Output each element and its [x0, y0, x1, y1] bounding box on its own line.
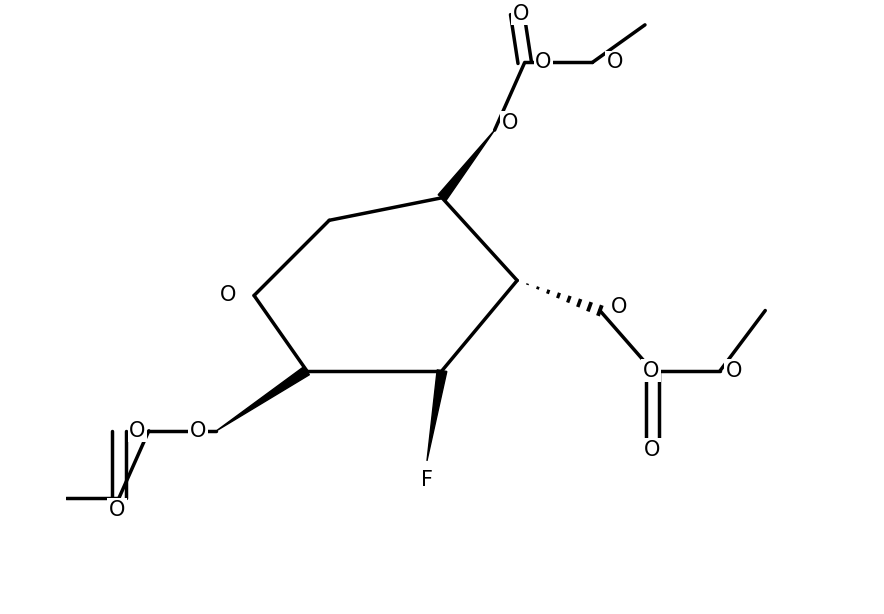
Polygon shape — [217, 367, 309, 431]
Text: O: O — [109, 500, 126, 519]
Text: O: O — [726, 360, 742, 381]
Text: O: O — [536, 52, 552, 72]
Text: O: O — [513, 4, 530, 23]
Text: O: O — [644, 440, 660, 460]
Text: O: O — [643, 360, 659, 381]
Text: F: F — [421, 470, 433, 490]
Text: O: O — [129, 421, 146, 441]
Text: O: O — [501, 112, 518, 133]
Polygon shape — [438, 130, 495, 201]
Text: O: O — [219, 286, 236, 306]
Polygon shape — [427, 370, 446, 461]
Text: O: O — [189, 421, 206, 441]
Text: O: O — [606, 52, 623, 72]
Text: O: O — [611, 297, 627, 317]
